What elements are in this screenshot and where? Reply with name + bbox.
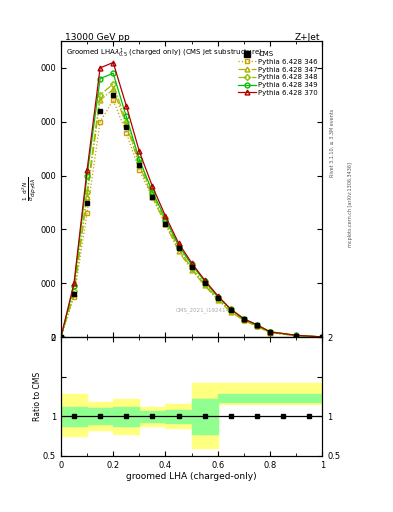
Legend: CMS, Pythia 6.428 346, Pythia 6.428 347, Pythia 6.428 348, Pythia 6.428 349, Pyt: CMS, Pythia 6.428 346, Pythia 6.428 347,… — [237, 50, 319, 96]
Y-axis label: $\frac{1}{\sigma}\frac{\mathrm{d}^2 N}{\mathrm{d}p_T \mathrm{d}\lambda}$: $\frac{1}{\sigma}\frac{\mathrm{d}^2 N}{\… — [21, 177, 39, 201]
Text: Z+Jet: Z+Jet — [295, 33, 320, 42]
Text: CMS_2021_I1924140: CMS_2021_I1924140 — [176, 308, 233, 313]
Text: Rivet 3.1.10, ≥ 3.3M events: Rivet 3.1.10, ≥ 3.3M events — [330, 109, 335, 178]
Y-axis label: Ratio to CMS: Ratio to CMS — [33, 372, 42, 421]
Text: 13000 GeV pp: 13000 GeV pp — [65, 33, 130, 42]
X-axis label: groomed LHA (charged-only): groomed LHA (charged-only) — [126, 472, 257, 481]
Text: Groomed LHA$\lambda^1_{0.5}$ (charged only) (CMS jet substructure): Groomed LHA$\lambda^1_{0.5}$ (charged on… — [66, 47, 263, 60]
Text: mcplots.cern.ch [arXiv:1306.3436]: mcplots.cern.ch [arXiv:1306.3436] — [348, 162, 353, 247]
